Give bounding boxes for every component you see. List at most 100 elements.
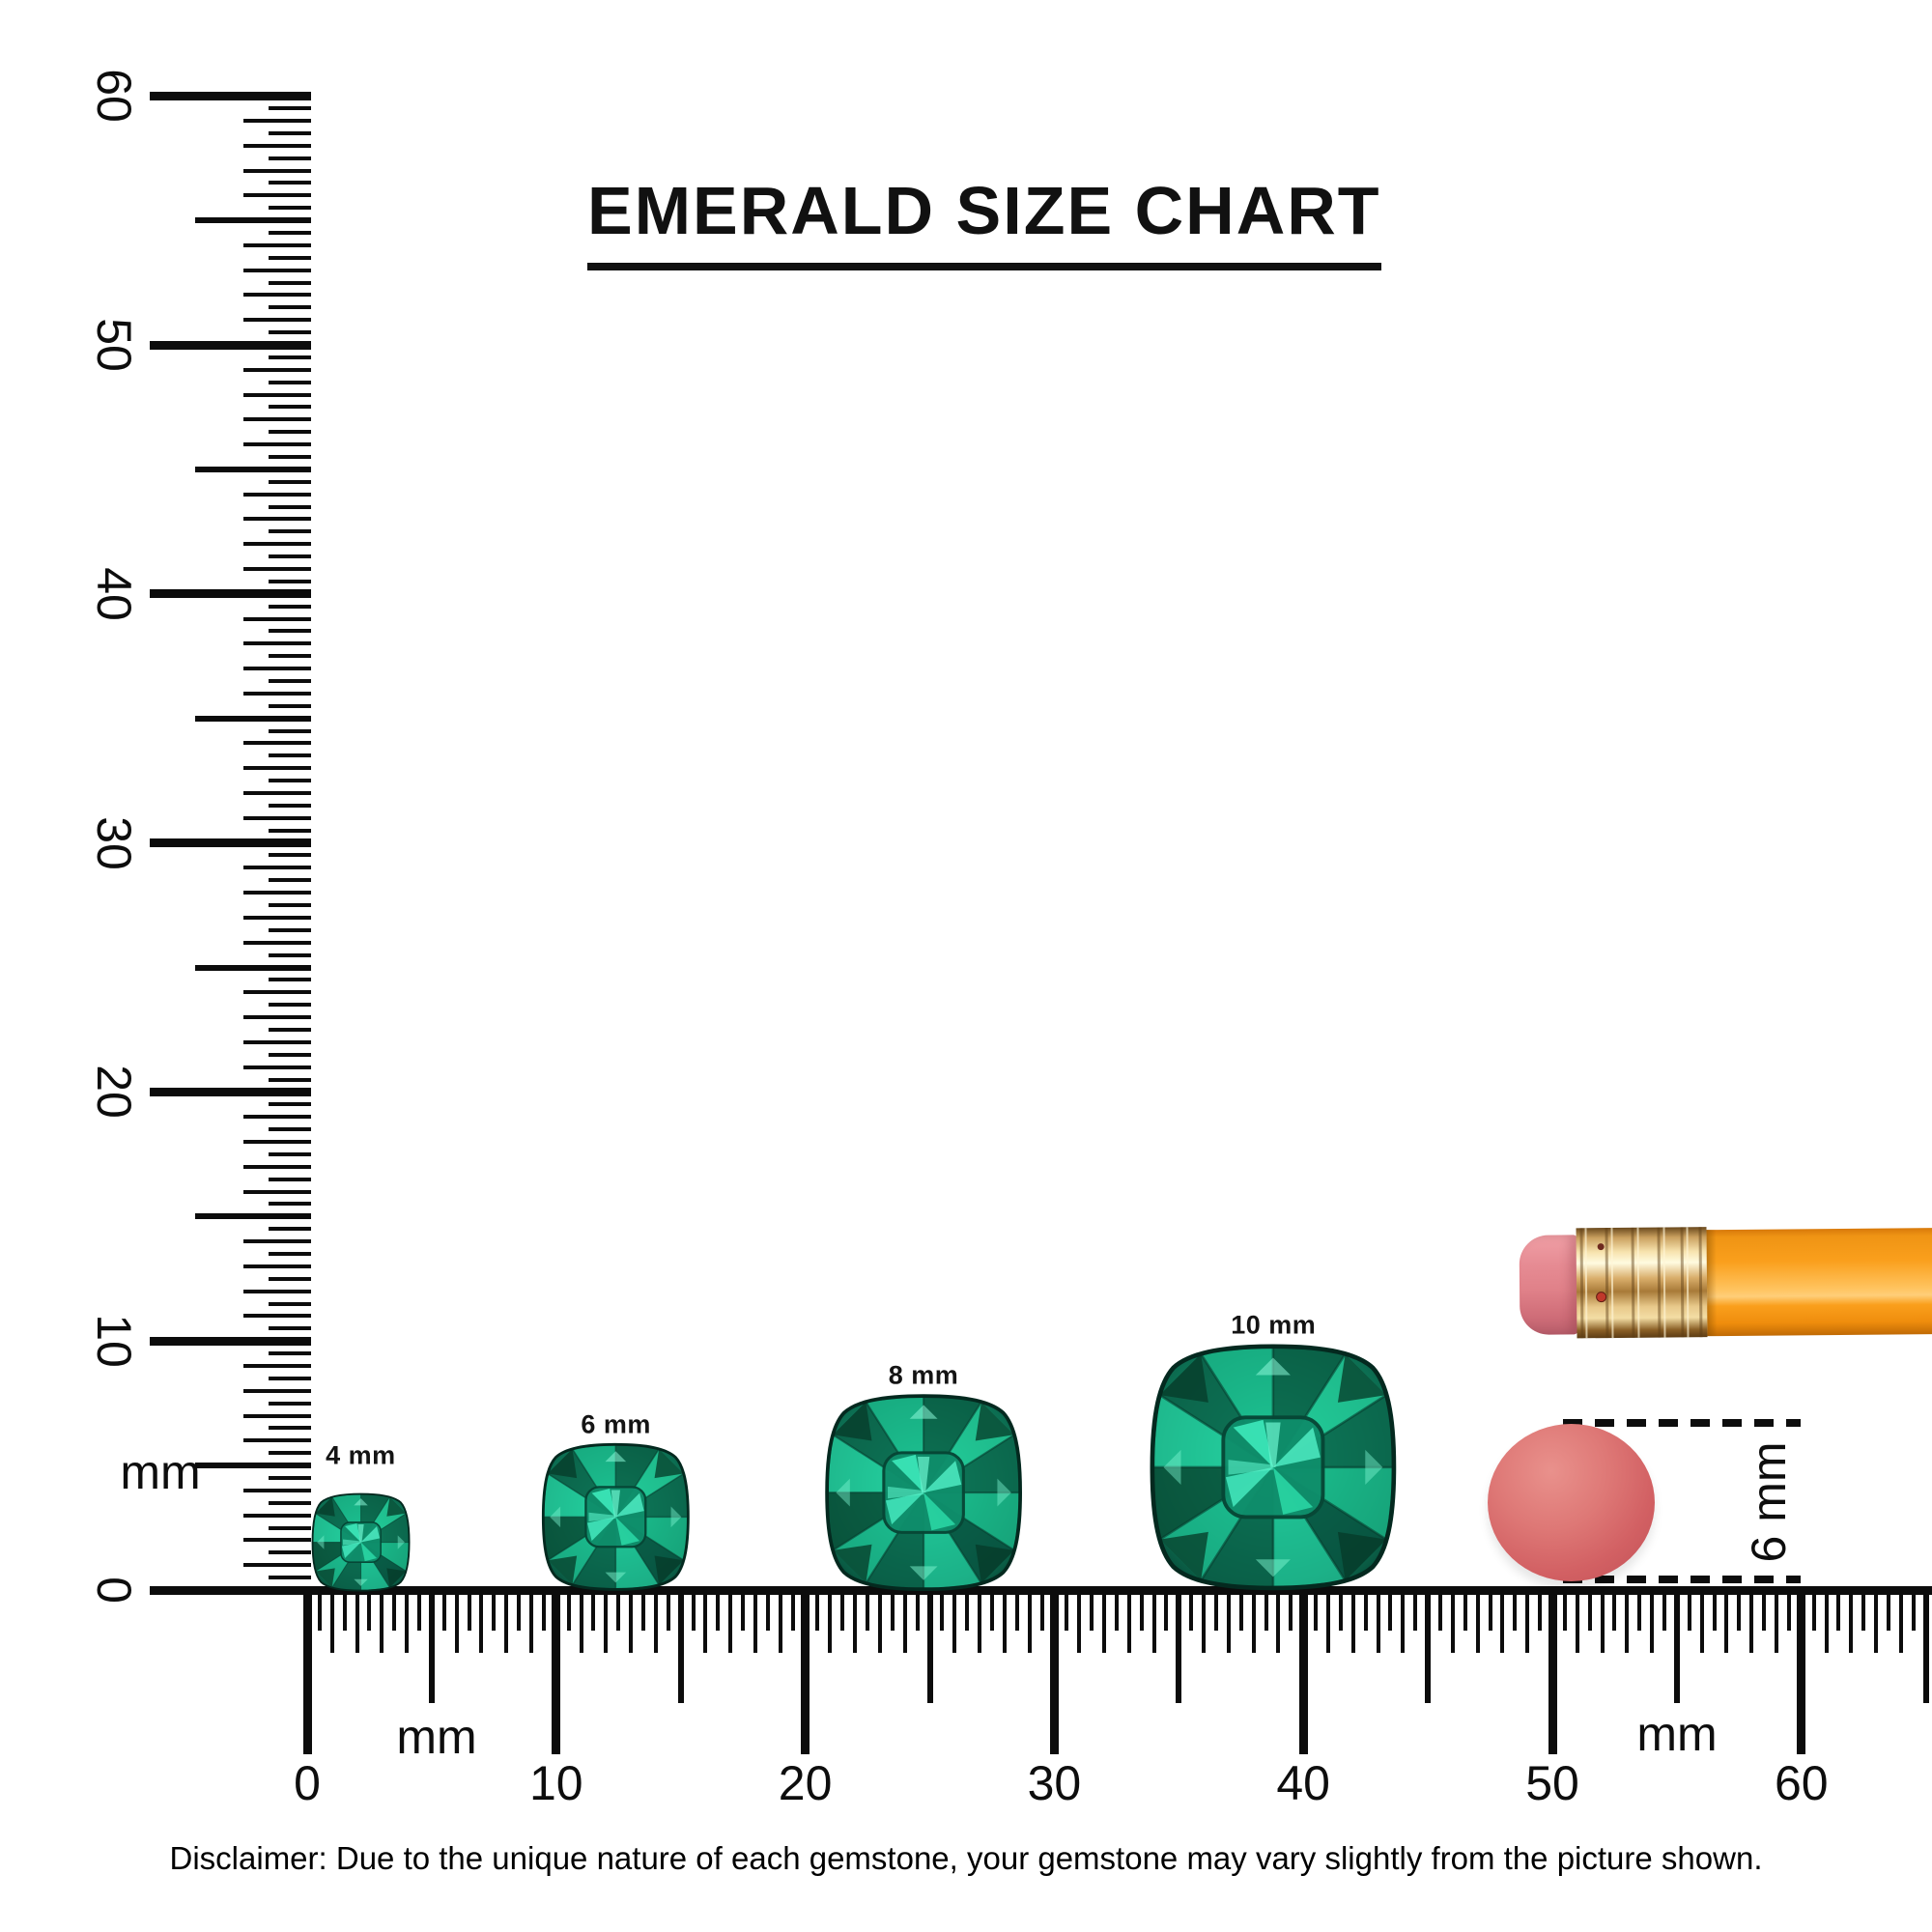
- h-ruler-tick: [342, 1590, 347, 1631]
- disclaimer-text: Disclaimer: Due to the unique nature of …: [169, 1840, 1763, 1876]
- h-ruler-tick: [1002, 1590, 1007, 1653]
- h-ruler-tick: [653, 1590, 658, 1653]
- v-ruler-tick: [243, 990, 311, 995]
- h-ruler-tick: [1226, 1590, 1231, 1653]
- h-ruler-tick: [940, 1590, 945, 1631]
- v-ruler-tick: [269, 355, 311, 359]
- v-ruler-tick: [243, 318, 311, 323]
- h-ruler-tick: [1513, 1590, 1518, 1631]
- h-ruler-tick: [1176, 1590, 1182, 1703]
- v-ruler-tick: [269, 803, 311, 808]
- h-ruler-tick: [1114, 1590, 1119, 1631]
- v-ruler-tick: [243, 367, 311, 372]
- h-ruler-tick: [828, 1590, 833, 1653]
- emerald-gem-10mm: [1149, 1343, 1398, 1592]
- v-ruler-tick: [269, 1003, 311, 1008]
- v-ruler-tick: [243, 1538, 311, 1543]
- h-ruler-tick: [1338, 1590, 1343, 1631]
- h-ruler-tick: [1264, 1590, 1268, 1631]
- v-ruler-label: 60: [87, 69, 141, 123]
- vertical-ruler-unit-label: mm: [120, 1445, 201, 1499]
- h-ruler-tick: [591, 1590, 596, 1631]
- h-ruler-tick: [1202, 1590, 1207, 1653]
- gem-size-label: 6 mm: [581, 1409, 651, 1439]
- h-ruler-tick: [1425, 1590, 1432, 1703]
- h-ruler-tick: [1562, 1590, 1567, 1631]
- v-ruler-tick: [269, 1202, 311, 1207]
- v-ruler-tick: [269, 1550, 311, 1555]
- v-ruler-tick: [269, 1576, 311, 1580]
- v-ruler-tick: [269, 1475, 311, 1480]
- h-ruler-tick: [552, 1590, 561, 1754]
- v-ruler-tick: [269, 330, 311, 335]
- h-ruler-tick: [1388, 1590, 1393, 1631]
- h-ruler-tick: [479, 1590, 484, 1653]
- h-ruler-tick: [454, 1590, 459, 1653]
- v-ruler-tick: [269, 504, 311, 509]
- v-ruler-tick: [269, 978, 311, 982]
- v-ruler-tick: [269, 255, 311, 260]
- emerald-gem-8mm: [824, 1393, 1023, 1592]
- h-ruler-tick: [1189, 1590, 1194, 1631]
- v-ruler-tick: [243, 891, 311, 895]
- v-ruler-tick: [269, 579, 311, 583]
- v-ruler-tick: [269, 380, 311, 384]
- h-ruler-tick: [467, 1590, 471, 1631]
- h-ruler-tick: [1065, 1590, 1069, 1631]
- v-ruler-tick: [243, 268, 311, 272]
- v-ruler-tick: [195, 1463, 311, 1469]
- v-ruler-tick: [243, 567, 311, 572]
- h-ruler-tick: [1289, 1590, 1293, 1631]
- v-ruler-label: 30: [87, 815, 141, 870]
- h-ruler-tick: [902, 1590, 907, 1653]
- h-ruler-tick: [753, 1590, 758, 1653]
- pencil-wood-joint: [1706, 1230, 1718, 1337]
- h-ruler-tick: [1314, 1590, 1319, 1631]
- h-ruler-tick: [417, 1590, 421, 1631]
- h-ruler-tick: [1126, 1590, 1131, 1653]
- h-ruler-label: 40: [1276, 1756, 1330, 1810]
- v-ruler-label: 0: [87, 1577, 141, 1604]
- v-ruler-tick: [243, 1015, 311, 1020]
- v-ruler-tick: [150, 1087, 311, 1096]
- v-ruler-tick: [269, 479, 311, 484]
- v-ruler-tick: [269, 703, 311, 708]
- h-ruler-tick: [1049, 1590, 1059, 1754]
- v-ruler-tick: [269, 1177, 311, 1181]
- v-ruler-tick: [269, 1376, 311, 1380]
- v-ruler-tick: [269, 181, 311, 185]
- h-ruler-tick: [1298, 1590, 1308, 1754]
- measure-dash-top: [1563, 1419, 1801, 1427]
- v-ruler-tick: [269, 828, 311, 833]
- h-ruler-tick: [441, 1590, 446, 1631]
- h-ruler-tick: [1014, 1590, 1019, 1631]
- v-ruler-tick: [269, 1500, 311, 1505]
- h-ruler-tick: [1650, 1590, 1655, 1653]
- h-ruler-tick: [1600, 1590, 1605, 1653]
- v-ruler-tick: [243, 940, 311, 945]
- h-ruler-tick: [367, 1590, 372, 1631]
- v-ruler-tick: [150, 838, 311, 848]
- v-ruler-tick: [269, 280, 311, 285]
- h-ruler-tick: [1101, 1590, 1106, 1653]
- h-ruler-tick: [1874, 1590, 1879, 1653]
- h-ruler-label: 30: [1027, 1756, 1082, 1810]
- h-ruler-tick: [1724, 1590, 1729, 1653]
- v-ruler-tick: [269, 903, 311, 908]
- v-ruler-tick: [243, 1513, 311, 1518]
- v-ruler-tick: [243, 1065, 311, 1069]
- horizontal-ruler-unit-label-left: mm: [396, 1710, 477, 1764]
- pencil-eraser-tip: [1519, 1235, 1578, 1335]
- v-ruler-tick: [269, 1151, 311, 1156]
- h-ruler-tick: [666, 1590, 670, 1631]
- h-ruler-tick: [517, 1590, 522, 1631]
- h-ruler-tick: [1737, 1590, 1742, 1631]
- v-ruler-tick: [269, 779, 311, 783]
- v-ruler-tick: [269, 1525, 311, 1530]
- gem-size-label: 4 mm: [326, 1440, 396, 1470]
- v-ruler-tick: [243, 1363, 311, 1368]
- v-ruler-tick: [243, 1239, 311, 1244]
- v-ruler-tick: [269, 679, 311, 684]
- h-ruler-tick: [815, 1590, 820, 1631]
